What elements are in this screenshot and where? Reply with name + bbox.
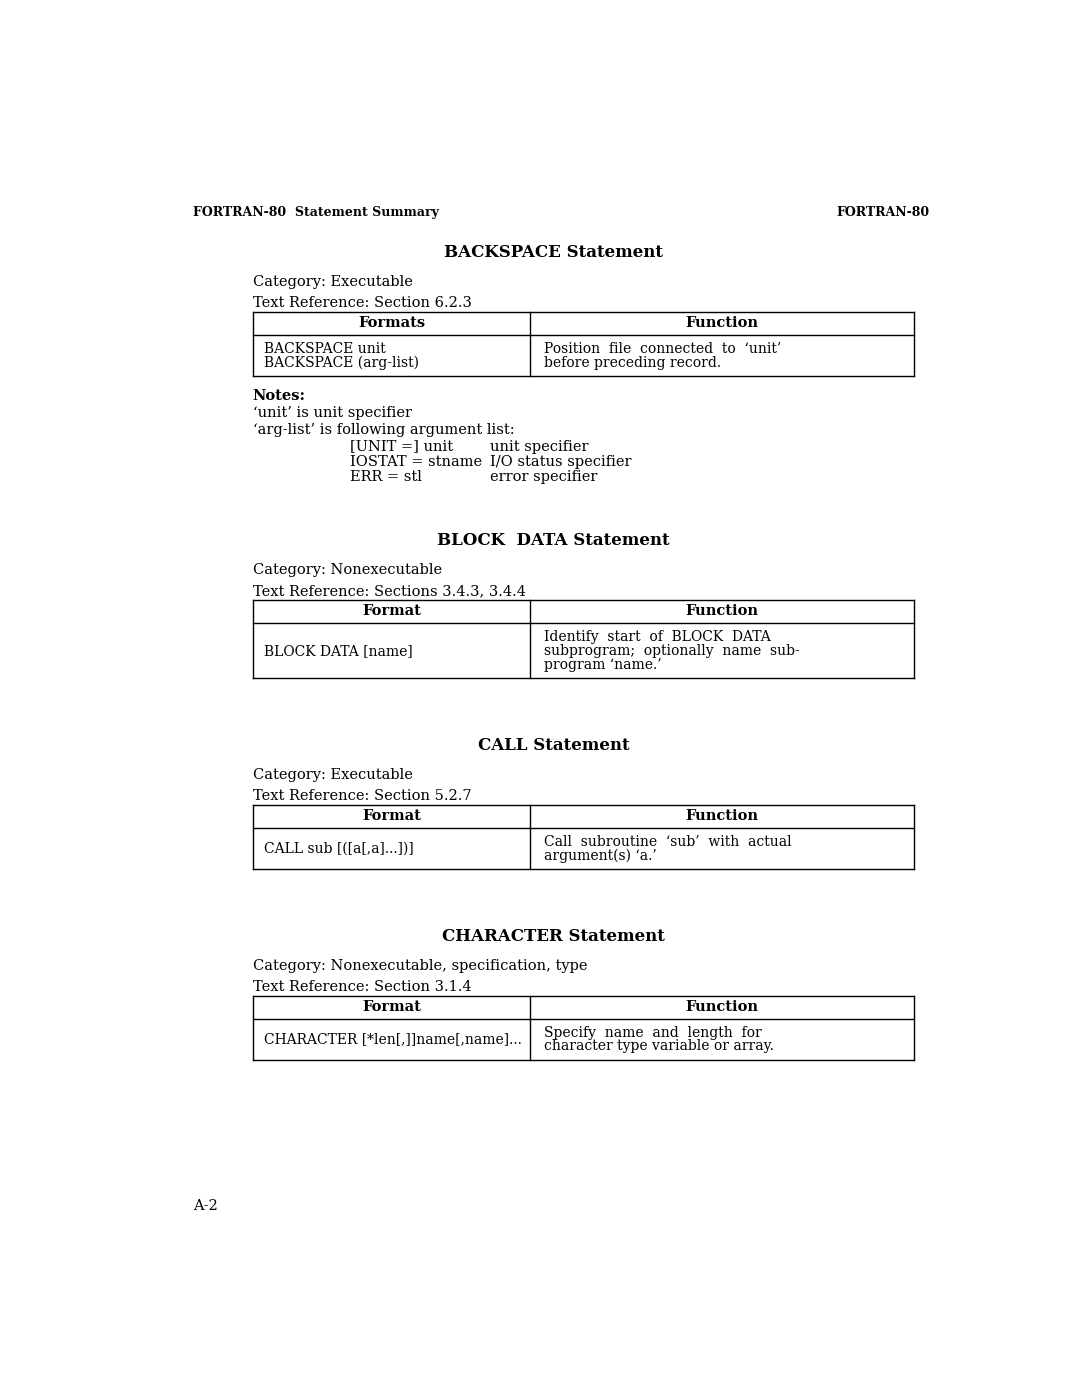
Text: ERR = stl: ERR = stl: [350, 470, 422, 484]
Text: Text Reference: Section 3.1.4: Text Reference: Section 3.1.4: [253, 980, 472, 994]
Text: character type variable or array.: character type variable or array.: [544, 1040, 774, 1054]
Text: Category: Executable: Category: Executable: [253, 767, 413, 782]
Text: CHARACTER Statement: CHARACTER Statement: [442, 928, 665, 945]
Text: Text Reference: Sections 3.4.3, 3.4.4: Text Reference: Sections 3.4.3, 3.4.4: [253, 585, 526, 599]
Text: CALL sub [([a[,a]...])]: CALL sub [([a[,a]...])]: [265, 842, 414, 856]
Text: Function: Function: [686, 809, 758, 823]
Text: BACKSPACE Statement: BACKSPACE Statement: [444, 244, 663, 262]
Text: CHARACTER [*len[,]]name[,name]...: CHARACTER [*len[,]]name[,name]...: [265, 1033, 523, 1047]
Text: Formats: Formats: [359, 316, 426, 330]
Text: Function: Function: [686, 316, 758, 330]
Text: subprogram;  optionally  name  sub-: subprogram; optionally name sub-: [544, 643, 800, 657]
Text: BACKSPACE unit: BACKSPACE unit: [265, 342, 387, 356]
Text: IOSTAT = stname: IOSTAT = stname: [350, 455, 483, 469]
Text: before preceding record.: before preceding record.: [544, 356, 721, 370]
Text: Category: Executable: Category: Executable: [253, 274, 413, 288]
Text: I/O status specifier: I/O status specifier: [490, 455, 632, 469]
Text: Notes:: Notes:: [253, 388, 306, 402]
Text: BLOCK  DATA Statement: BLOCK DATA Statement: [437, 532, 670, 548]
Text: [UNIT =] unit: [UNIT =] unit: [350, 440, 454, 454]
Text: BLOCK DATA [name]: BLOCK DATA [name]: [265, 643, 414, 657]
Text: ‘unit’ is unit specifier: ‘unit’ is unit specifier: [253, 405, 411, 420]
Text: Function: Function: [686, 604, 758, 618]
Text: Format: Format: [362, 809, 421, 823]
Text: program ‘name.’: program ‘name.’: [544, 657, 662, 671]
Text: error specifier: error specifier: [490, 470, 597, 484]
Text: Text Reference: Section 6.2.3: Text Reference: Section 6.2.3: [253, 296, 472, 310]
Text: Call  subroutine  ‘sub’  with  actual: Call subroutine ‘sub’ with actual: [544, 835, 792, 849]
Text: Text Reference: Section 5.2.7: Text Reference: Section 5.2.7: [253, 789, 472, 803]
Text: unit specifier: unit specifier: [490, 440, 589, 454]
Text: A-2: A-2: [193, 1199, 218, 1212]
Text: Function: Function: [686, 999, 758, 1015]
Text: Position  file  connected  to  ‘unit’: Position file connected to ‘unit’: [544, 342, 782, 356]
Text: BACKSPACE (arg-list): BACKSPACE (arg-list): [265, 356, 419, 370]
Text: CALL Statement: CALL Statement: [477, 736, 630, 754]
Text: Specify  name  and  length  for: Specify name and length for: [544, 1026, 762, 1040]
Text: Category: Nonexecutable: Category: Nonexecutable: [253, 562, 442, 576]
Text: Format: Format: [362, 604, 421, 618]
Text: Identify  start  of  BLOCK  DATA: Identify start of BLOCK DATA: [544, 629, 771, 644]
Text: argument(s) ‘a.’: argument(s) ‘a.’: [544, 849, 657, 863]
Text: FORTRAN-80  Statement Summary: FORTRAN-80 Statement Summary: [193, 206, 438, 219]
Text: Category: Nonexecutable, specification, type: Category: Nonexecutable, specification, …: [253, 959, 588, 973]
Text: FORTRAN-80: FORTRAN-80: [836, 206, 930, 219]
Text: Format: Format: [362, 999, 421, 1015]
Text: ‘arg-list’ is following argument list:: ‘arg-list’ is following argument list:: [253, 423, 514, 437]
